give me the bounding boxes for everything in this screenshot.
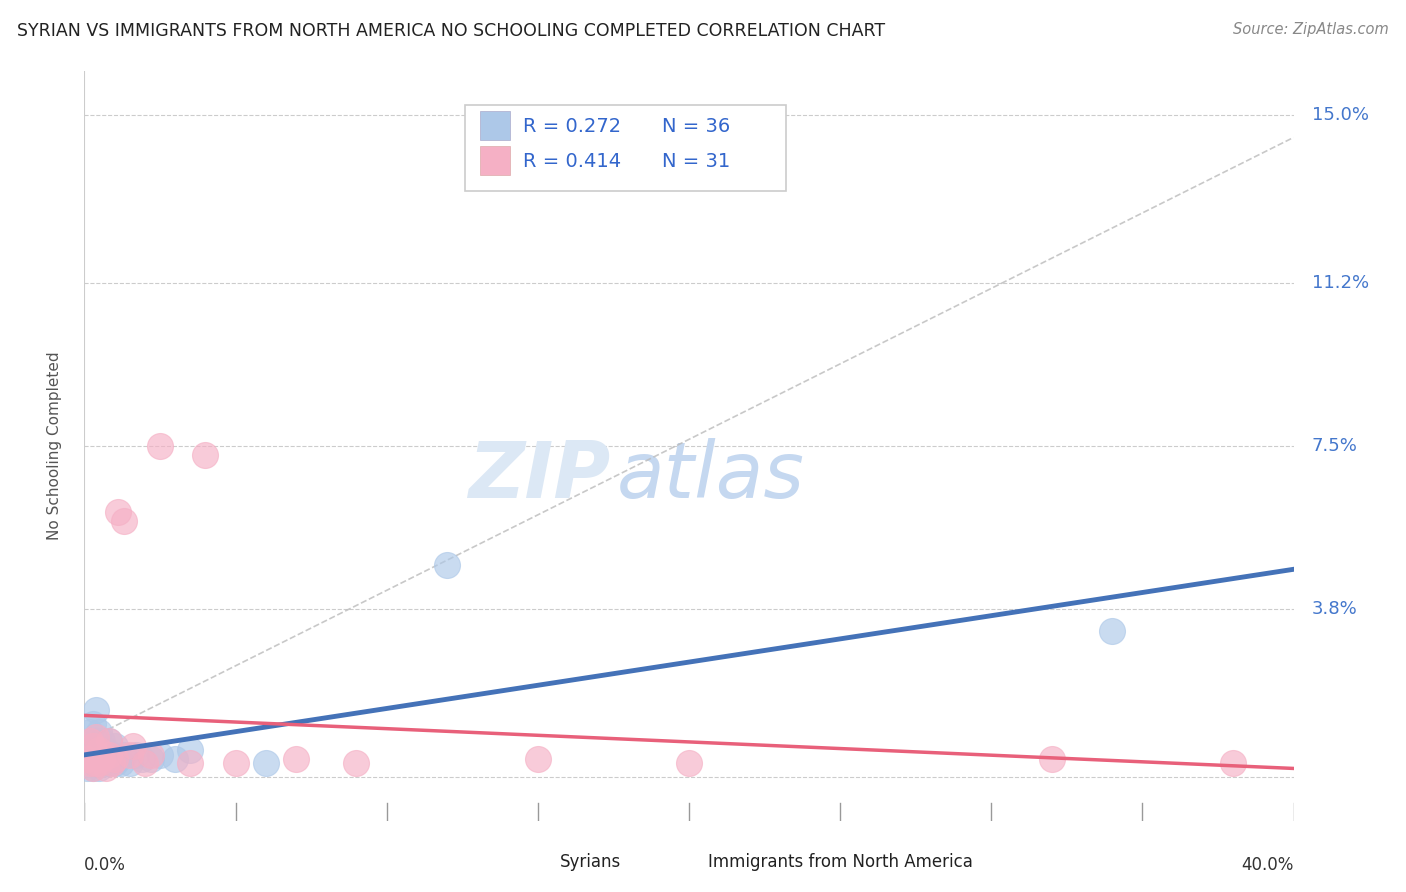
Point: [89, 725, 111, 739]
Point: [89, 756, 111, 771]
Point: [527, 752, 550, 766]
Text: 0.0%: 0.0%: [84, 856, 127, 874]
Point: [89, 743, 111, 757]
Text: Source: ZipAtlas.com: Source: ZipAtlas.com: [1233, 22, 1389, 37]
Point: [79, 734, 101, 748]
Point: [179, 756, 201, 771]
Point: [134, 756, 156, 771]
Point: [82, 716, 104, 731]
Point: [97, 747, 120, 762]
Point: [346, 756, 368, 771]
Point: [131, 752, 153, 766]
Point: [254, 756, 277, 771]
Point: [76, 747, 98, 762]
Point: [112, 747, 135, 762]
Point: [97, 734, 120, 748]
Point: [121, 739, 143, 753]
Text: 15.0%: 15.0%: [1312, 106, 1368, 125]
Point: [82, 761, 104, 775]
Text: ZIP: ZIP: [468, 438, 610, 514]
Point: [1101, 624, 1123, 639]
Point: [678, 756, 700, 771]
Point: [97, 756, 120, 771]
Point: [107, 752, 129, 766]
Point: [165, 752, 187, 766]
Point: [149, 439, 172, 453]
Point: [139, 747, 162, 762]
Text: 7.5%: 7.5%: [1312, 437, 1358, 455]
Point: [91, 752, 114, 766]
Point: [104, 756, 127, 771]
Text: 40.0%: 40.0%: [1241, 856, 1294, 874]
Point: [94, 761, 117, 775]
Point: [86, 756, 108, 771]
Point: [118, 747, 141, 762]
Bar: [675, 851, 702, 873]
Bar: [526, 851, 553, 873]
Point: [1040, 752, 1063, 766]
Point: [79, 743, 101, 757]
Point: [104, 739, 127, 753]
Bar: [479, 146, 510, 175]
Point: [107, 505, 129, 519]
Text: atlas: atlas: [616, 438, 804, 514]
Text: N = 31: N = 31: [662, 152, 731, 170]
Point: [86, 756, 108, 771]
Point: [79, 756, 101, 771]
Point: [112, 514, 135, 528]
FancyBboxPatch shape: [465, 105, 786, 191]
Text: 11.2%: 11.2%: [1312, 274, 1369, 292]
Point: [97, 734, 120, 748]
Point: [110, 756, 132, 771]
Point: [436, 558, 458, 572]
Point: [194, 448, 217, 462]
Bar: [479, 112, 510, 139]
Point: [79, 756, 101, 771]
Point: [89, 761, 111, 775]
Point: [79, 725, 101, 739]
Point: [76, 761, 98, 775]
Text: 3.8%: 3.8%: [1312, 600, 1357, 618]
Point: [125, 747, 148, 762]
Text: Immigrants from North America: Immigrants from North America: [709, 853, 973, 871]
Point: [94, 756, 117, 771]
Text: SYRIAN VS IMMIGRANTS FROM NORTH AMERICA NO SCHOOLING COMPLETED CORRELATION CHART: SYRIAN VS IMMIGRANTS FROM NORTH AMERICA …: [17, 22, 884, 40]
Point: [285, 752, 308, 766]
Point: [149, 747, 172, 762]
Point: [82, 761, 104, 775]
Text: Syrians: Syrians: [560, 853, 621, 871]
Text: R = 0.414: R = 0.414: [523, 152, 621, 170]
Point: [225, 756, 247, 771]
Text: R = 0.272: R = 0.272: [523, 117, 621, 136]
Text: No Schooling Completed: No Schooling Completed: [46, 351, 62, 541]
Point: [139, 752, 162, 766]
Point: [86, 734, 108, 748]
Point: [118, 756, 141, 771]
Point: [76, 752, 98, 766]
Point: [94, 743, 117, 757]
Point: [89, 743, 111, 757]
Point: [179, 743, 201, 757]
Point: [86, 730, 108, 744]
Point: [82, 739, 104, 753]
Point: [100, 756, 122, 771]
Point: [1222, 756, 1244, 771]
Point: [104, 752, 127, 766]
Point: [86, 703, 108, 717]
Point: [91, 752, 114, 766]
Point: [91, 734, 114, 748]
Point: [100, 747, 122, 762]
Point: [82, 739, 104, 753]
Text: N = 36: N = 36: [662, 117, 731, 136]
